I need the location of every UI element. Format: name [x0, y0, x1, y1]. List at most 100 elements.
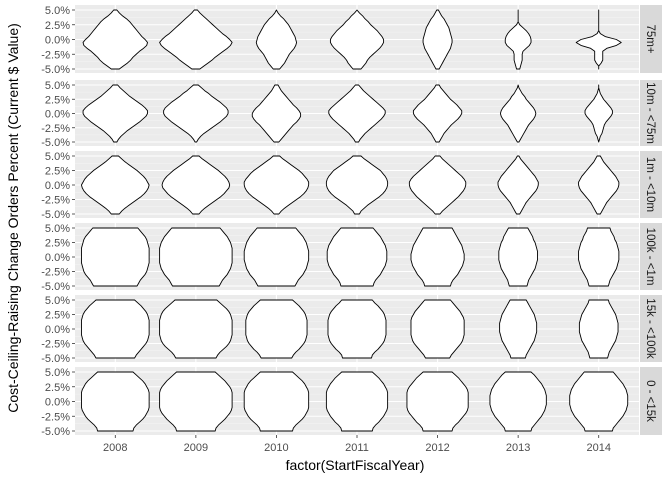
y-tick-label: 0.0% — [45, 252, 70, 264]
violin-2010 — [255, 9, 298, 70]
facet-strip — [640, 80, 662, 146]
violin-2013 — [489, 371, 547, 432]
violin-2008 — [81, 155, 150, 215]
y-tick-label: 0.0% — [45, 35, 70, 47]
facet-strip-label: 0 - <15k — [644, 380, 656, 422]
x-tick-label: 2010 — [264, 442, 288, 454]
violin-2011 — [329, 9, 385, 70]
x-tick-label: 2011 — [345, 442, 369, 454]
violin-2009 — [163, 84, 229, 143]
violin-2010 — [243, 155, 310, 215]
facet-panel: -5.0% -2.5% 0.0% 2.5% 5.0% 10m - <75m — [41, 80, 662, 149]
y-tick-label: 0.0% — [45, 180, 70, 192]
facet-strip — [640, 367, 662, 435]
facet-strip — [640, 151, 662, 218]
violin-2014 — [584, 84, 613, 143]
violin-2014 — [578, 227, 620, 287]
violin-2013 — [497, 155, 539, 215]
violin-2012 — [408, 155, 467, 215]
violin-2008 — [81, 299, 150, 359]
y-tick-label: -5.0% — [41, 64, 70, 76]
y-tick-label: 2.5% — [45, 382, 70, 394]
violin-2008 — [81, 227, 150, 287]
y-tick-label: -2.5% — [41, 339, 70, 351]
facet-panel: -5.0% -2.5% 0.0% 2.5% 5.0% 0 - <15k — [41, 367, 662, 438]
facet-panel: -5.0% -2.5% 0.0% 2.5% 5.0% 15k - <100k — [41, 295, 662, 365]
y-tick-label: -2.5% — [41, 411, 70, 423]
facet-strip-label: 1m - <10m — [644, 157, 656, 212]
y-tick-label: 5.0% — [45, 151, 70, 163]
facet-panel: -5.0% -2.5% 0.0% 2.5% 5.0% 75m+ — [41, 5, 662, 76]
x-tick-label: 2009 — [184, 442, 208, 454]
facet-panel: -5.0% -2.5% 0.0% 2.5% 5.0% 1m - <10m — [41, 151, 662, 221]
facet-strip-label: 15k - <100k — [644, 298, 656, 359]
violin-2011 — [325, 371, 389, 432]
violin-2010 — [245, 299, 308, 359]
y-tick-label: 0.0% — [45, 324, 70, 336]
x-tick-label: 2008 — [103, 442, 127, 454]
y-tick-label: -5.0% — [41, 281, 70, 293]
violin-2009 — [159, 299, 233, 359]
y-tick-label: 5.0% — [45, 80, 70, 92]
violin-2012 — [410, 227, 465, 287]
violin-2014 — [578, 299, 619, 359]
facet-strip — [640, 295, 662, 362]
y-tick-label: 2.5% — [45, 20, 70, 32]
violin-2012 — [410, 299, 465, 359]
violin-2014 — [578, 155, 620, 215]
y-tick-label: 0.0% — [45, 109, 70, 121]
violin-2013 — [498, 227, 538, 287]
y-tick-label: -5.0% — [41, 137, 70, 149]
y-tick-label: -5.0% — [41, 353, 70, 365]
y-tick-label: 5.0% — [45, 295, 70, 307]
violin-2009 — [159, 9, 233, 70]
violin-2009 — [161, 155, 231, 215]
y-tick-label: 5.0% — [45, 367, 70, 379]
violin-2013 — [499, 84, 537, 143]
y-tick-label: -2.5% — [41, 123, 70, 135]
violin-2014 — [575, 9, 622, 70]
facet-strip — [640, 5, 662, 73]
violin-2010 — [251, 84, 302, 143]
violin-2011 — [326, 227, 388, 287]
violin-2012 — [422, 9, 453, 70]
violin-2008 — [82, 84, 148, 143]
y-tick-label: 2.5% — [45, 310, 70, 322]
y-tick-label: -2.5% — [41, 267, 70, 279]
violin-2009 — [159, 227, 233, 287]
y-tick-label: 2.5% — [45, 94, 70, 106]
violin-2009 — [159, 371, 233, 432]
violin-2011 — [325, 155, 389, 215]
violin-2010 — [243, 227, 310, 287]
violin-2011 — [327, 299, 387, 359]
y-tick-label: 2.5% — [45, 238, 70, 250]
violin-2013 — [499, 299, 538, 359]
y-tick-label: 5.0% — [45, 223, 70, 235]
violin-2012 — [406, 371, 469, 432]
x-tick-label: 2014 — [586, 442, 610, 454]
violin-2011 — [328, 84, 386, 143]
facet-strip-label: 75m+ — [644, 24, 656, 53]
x-tick-label: 2012 — [425, 442, 449, 454]
y-tick-label: -5.0% — [41, 426, 70, 438]
facet-strip — [640, 223, 662, 290]
y-tick-label: 5.0% — [45, 5, 70, 17]
y-tick-label: -2.5% — [41, 49, 70, 61]
y-tick-label: 0.0% — [45, 397, 70, 409]
y-tick-label: -5.0% — [41, 209, 70, 221]
y-tick-label: 2.5% — [45, 166, 70, 178]
y-axis-title: Cost-Ceiling-Raising Change Orders Perce… — [5, 23, 21, 413]
violin-2012 — [412, 84, 463, 143]
facet-panel: -5.0% -2.5% 0.0% 2.5% 5.0% 100k - <1m — [41, 223, 662, 293]
x-tick-label: 2013 — [506, 442, 530, 454]
violin-2008 — [81, 371, 150, 432]
violin-2013 — [504, 9, 532, 70]
violin-2010 — [243, 371, 310, 432]
facet-strip-label: 100k - <1m — [644, 228, 656, 286]
violin-2008 — [82, 9, 148, 70]
violin-2014 — [569, 371, 629, 432]
facet-strip-label: 10m - <75m — [644, 82, 656, 144]
x-axis-title: factor(StartFiscalYear) — [286, 457, 425, 473]
